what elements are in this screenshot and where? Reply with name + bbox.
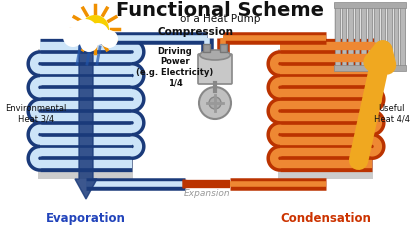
Bar — [394, 7, 399, 69]
Bar — [368, 7, 372, 69]
Bar — [334, 66, 406, 72]
Bar — [334, 3, 406, 9]
Text: Expansion: Expansion — [184, 188, 230, 197]
Bar — [220, 45, 227, 53]
Circle shape — [87, 24, 109, 46]
Text: Compression: Compression — [158, 27, 234, 37]
Polygon shape — [75, 37, 97, 199]
Bar — [381, 7, 385, 69]
Circle shape — [209, 97, 221, 109]
Circle shape — [81, 16, 109, 44]
Text: of a Heat Pump: of a Heat Pump — [180, 14, 260, 24]
Bar — [354, 7, 359, 69]
Circle shape — [100, 31, 118, 49]
Circle shape — [199, 88, 231, 119]
Text: Environmental
Heat 3/4: Environmental Heat 3/4 — [5, 104, 67, 123]
Circle shape — [63, 28, 83, 48]
Circle shape — [80, 35, 98, 53]
Bar — [401, 7, 405, 69]
Ellipse shape — [200, 51, 230, 61]
Bar — [334, 4, 406, 72]
Bar — [374, 7, 379, 69]
Bar — [38, 50, 133, 179]
Bar — [387, 7, 392, 69]
Text: Driving
Power
(e.g. Electricity)
1/4: Driving Power (e.g. Electricity) 1/4 — [136, 47, 214, 87]
Bar — [361, 7, 366, 69]
Polygon shape — [183, 180, 207, 188]
Text: Condensation: Condensation — [280, 211, 371, 224]
Text: Useful
Heat 4/4: Useful Heat 4/4 — [374, 104, 410, 123]
Bar — [278, 50, 373, 179]
Bar — [342, 7, 346, 69]
Circle shape — [72, 20, 98, 46]
Text: Evaporation: Evaporation — [46, 211, 126, 224]
Text: Functional Scheme: Functional Scheme — [116, 1, 324, 20]
Bar — [203, 45, 210, 53]
Bar — [335, 7, 339, 69]
Bar — [348, 7, 353, 69]
FancyBboxPatch shape — [198, 55, 232, 85]
